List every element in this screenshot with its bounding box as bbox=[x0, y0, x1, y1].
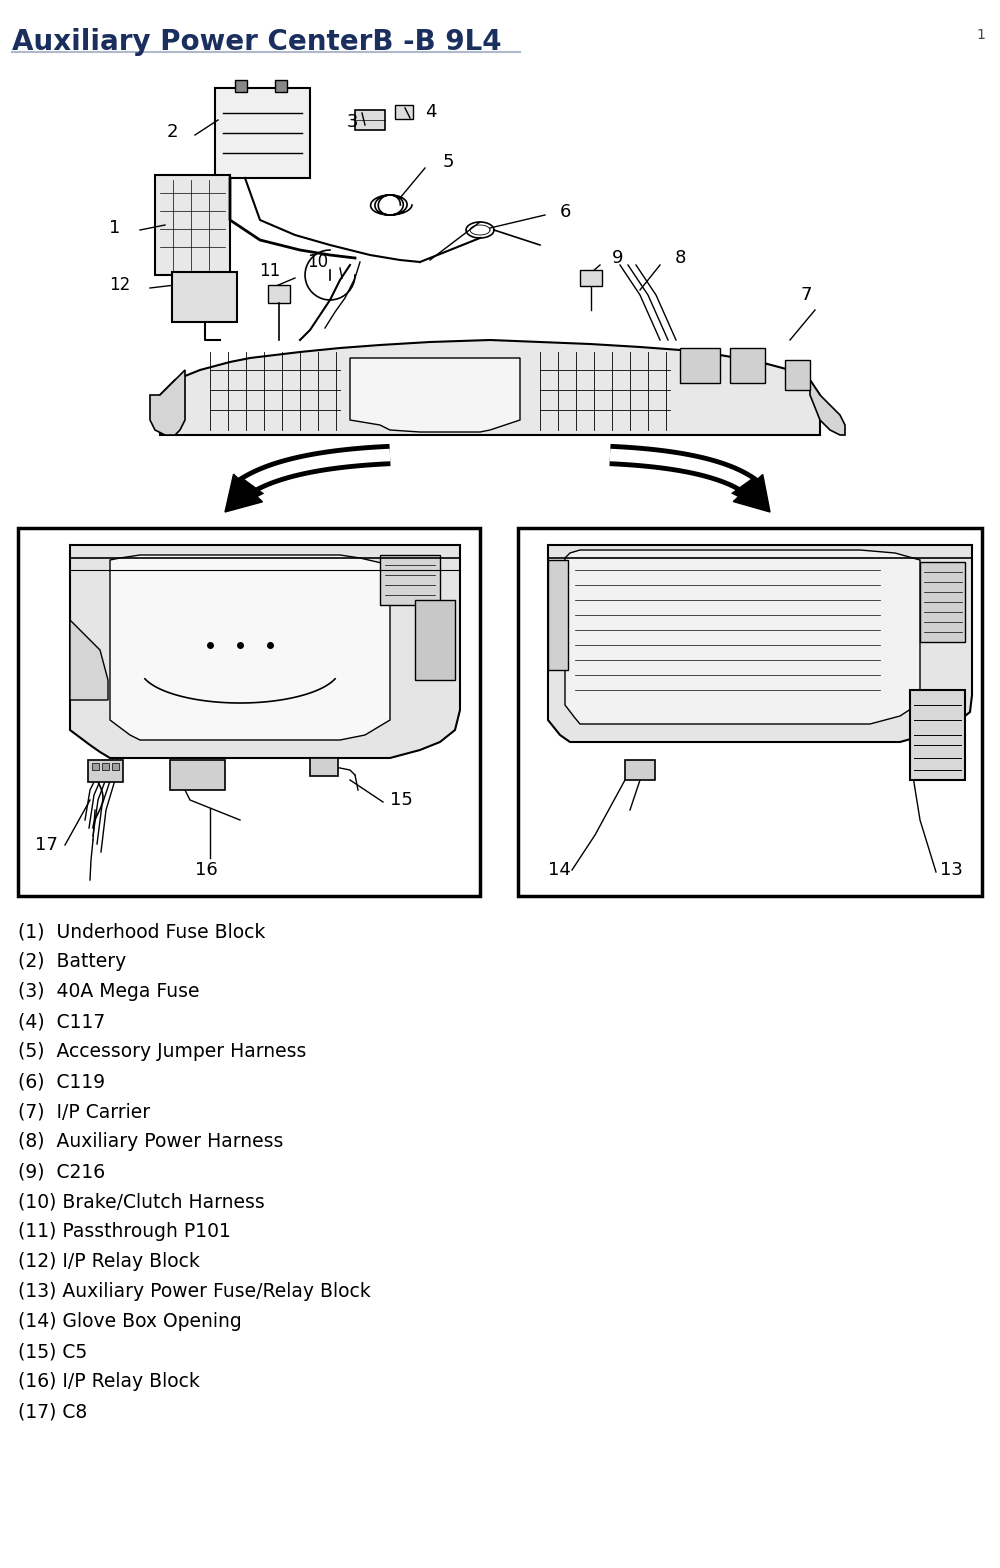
Bar bbox=[415, 601, 455, 681]
Text: (17) C8: (17) C8 bbox=[18, 1402, 87, 1421]
Text: 2: 2 bbox=[166, 122, 178, 141]
Polygon shape bbox=[548, 546, 972, 742]
Text: 1: 1 bbox=[109, 220, 120, 237]
Polygon shape bbox=[70, 546, 460, 757]
Bar bbox=[310, 757, 338, 776]
Text: (8)  Auxiliary Power Harness: (8) Auxiliary Power Harness bbox=[18, 1132, 283, 1151]
Text: 8: 8 bbox=[675, 249, 686, 267]
Bar bbox=[518, 528, 982, 895]
Text: 4: 4 bbox=[425, 103, 436, 121]
Text: (16) I/P Relay Block: (16) I/P Relay Block bbox=[18, 1372, 200, 1391]
Text: (10) Brake/Clutch Harness: (10) Brake/Clutch Harness bbox=[18, 1192, 265, 1210]
Bar bbox=[18, 528, 480, 895]
Bar bbox=[730, 348, 765, 383]
Bar bbox=[275, 80, 287, 93]
Text: 10: 10 bbox=[307, 252, 328, 271]
Polygon shape bbox=[733, 475, 770, 513]
Bar bbox=[920, 561, 965, 641]
Bar bbox=[395, 105, 413, 119]
Text: 3: 3 bbox=[347, 113, 358, 132]
Bar bbox=[680, 348, 720, 383]
Text: 6: 6 bbox=[560, 202, 571, 221]
Bar bbox=[88, 760, 123, 782]
Bar bbox=[170, 760, 225, 790]
Text: (6)  C119: (6) C119 bbox=[18, 1073, 105, 1091]
Bar bbox=[548, 560, 568, 670]
Text: 16: 16 bbox=[195, 861, 218, 880]
Text: (9)  C216: (9) C216 bbox=[18, 1162, 105, 1181]
Polygon shape bbox=[150, 370, 185, 434]
Text: (13) Auxiliary Power Fuse/Relay Block: (13) Auxiliary Power Fuse/Relay Block bbox=[18, 1283, 371, 1301]
Text: (4)  C117: (4) C117 bbox=[18, 1011, 105, 1032]
Bar bbox=[268, 285, 290, 303]
Text: (11) Passthrough P101: (11) Passthrough P101 bbox=[18, 1221, 231, 1240]
Bar bbox=[92, 764, 99, 770]
Text: 9: 9 bbox=[612, 249, 624, 267]
Polygon shape bbox=[160, 340, 820, 434]
Text: 14: 14 bbox=[548, 861, 571, 880]
Polygon shape bbox=[110, 555, 390, 740]
Text: 11: 11 bbox=[259, 262, 280, 281]
Text: (12) I/P Relay Block: (12) I/P Relay Block bbox=[18, 1251, 200, 1272]
Text: Auxiliary Power CenterB -B 9L4: Auxiliary Power CenterB -B 9L4 bbox=[12, 28, 502, 56]
Text: (5)  Accessory Jumper Harness: (5) Accessory Jumper Harness bbox=[18, 1043, 306, 1062]
Bar bbox=[355, 110, 385, 130]
Bar bbox=[155, 176, 230, 274]
Polygon shape bbox=[225, 474, 262, 513]
Bar bbox=[102, 764, 109, 770]
Text: (2)  Battery: (2) Battery bbox=[18, 952, 126, 971]
Text: 17: 17 bbox=[35, 836, 58, 855]
Bar bbox=[910, 690, 965, 779]
Polygon shape bbox=[350, 358, 520, 433]
Polygon shape bbox=[70, 601, 108, 699]
Bar bbox=[625, 760, 655, 779]
Bar bbox=[235, 80, 247, 93]
Polygon shape bbox=[565, 550, 920, 724]
Text: (14) Glove Box Opening: (14) Glove Box Opening bbox=[18, 1312, 242, 1331]
Text: (15) C5: (15) C5 bbox=[18, 1342, 87, 1361]
Bar bbox=[172, 271, 237, 321]
Text: 5: 5 bbox=[443, 154, 454, 171]
Bar bbox=[215, 88, 310, 179]
Polygon shape bbox=[810, 379, 845, 434]
Text: 12: 12 bbox=[109, 276, 130, 295]
Text: (1)  Underhood Fuse Block: (1) Underhood Fuse Block bbox=[18, 922, 265, 941]
Text: 13: 13 bbox=[940, 861, 963, 880]
Text: 1: 1 bbox=[976, 28, 985, 42]
Bar bbox=[785, 361, 810, 390]
Text: (7)  I/P Carrier: (7) I/P Carrier bbox=[18, 1102, 150, 1121]
Bar bbox=[380, 555, 440, 605]
Text: 15: 15 bbox=[390, 790, 413, 809]
Bar bbox=[580, 270, 602, 285]
Text: 7: 7 bbox=[800, 285, 812, 304]
Text: (3)  40A Mega Fuse: (3) 40A Mega Fuse bbox=[18, 982, 200, 1000]
Bar bbox=[112, 764, 119, 770]
